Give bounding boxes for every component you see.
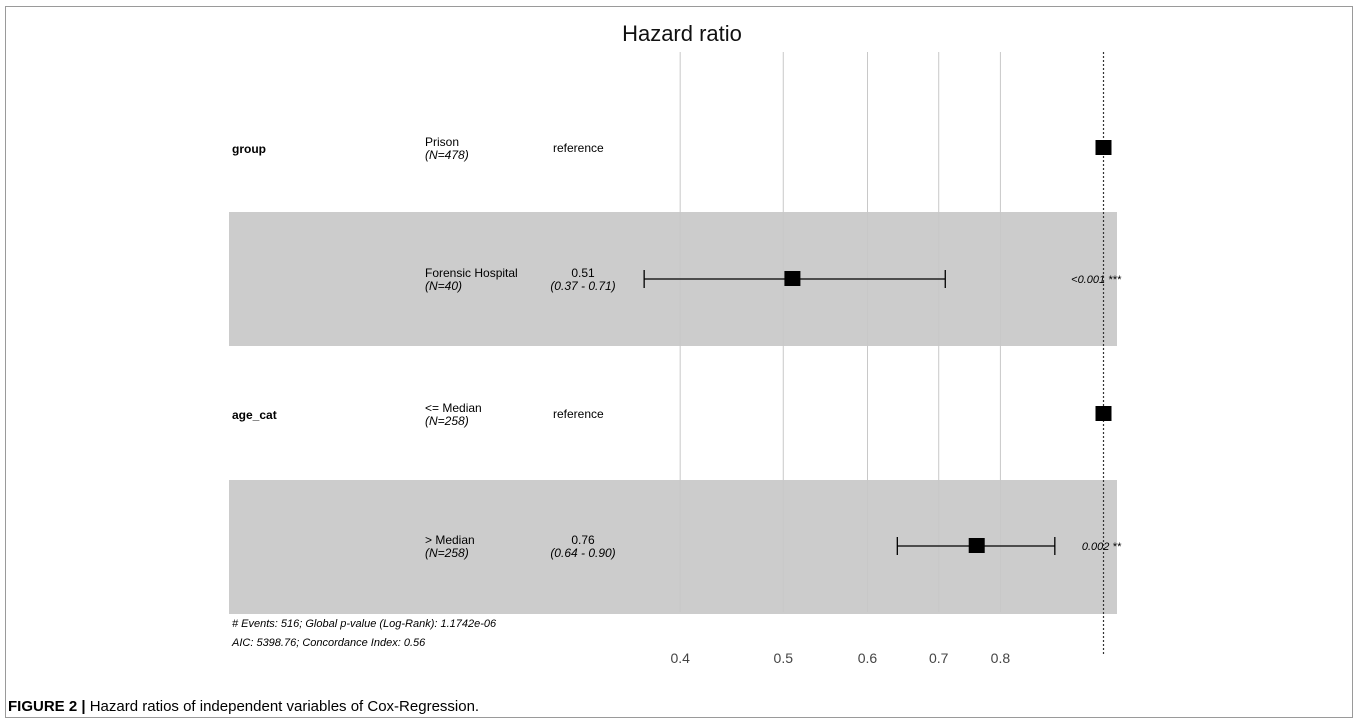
hr-marker xyxy=(1095,406,1112,421)
hr-marker xyxy=(1095,140,1112,155)
variable-label: age_cat xyxy=(232,408,277,422)
footnote: # Events: 516; Global p-value (Log-Rank)… xyxy=(232,618,497,630)
figure-frame: 0.4 0.5 0.6 0.7 0.8 Hazard ratio group Prison (N… xyxy=(5,6,1353,718)
n-label: (N=258) xyxy=(425,546,469,560)
figure-caption: FIGURE 2 | Hazard ratios of independent … xyxy=(8,698,479,715)
ci-label: (0.64 - 0.90) xyxy=(550,546,615,560)
n-label: (N=258) xyxy=(425,414,469,428)
estimate-label: reference xyxy=(553,407,604,421)
caption-text: Hazard ratios of independent variables o… xyxy=(85,698,480,715)
x-tick-label: 0.4 xyxy=(670,650,690,666)
ci-label: (0.37 - 0.71) xyxy=(550,279,615,293)
p-value-label: 0.002 ** xyxy=(1082,541,1122,553)
n-label: (N=40) xyxy=(425,279,462,293)
x-tick-label: 0.6 xyxy=(858,650,878,666)
level-label: <= Median xyxy=(425,401,482,415)
level-label: Prison xyxy=(425,135,459,149)
variable-label: group xyxy=(232,142,266,156)
x-tick-label: 0.8 xyxy=(991,650,1011,666)
x-tick-label: 0.7 xyxy=(929,650,949,666)
estimate-label: 0.51 xyxy=(571,266,595,280)
hr-marker xyxy=(784,271,801,286)
x-tick-label: 0.5 xyxy=(774,650,794,666)
p-value-label: <0.001 *** xyxy=(1071,274,1122,286)
estimate-label: 0.76 xyxy=(571,533,595,547)
caption-label: FIGURE 2 | xyxy=(8,698,86,715)
level-label: > Median xyxy=(425,533,475,547)
n-label: (N=478) xyxy=(425,148,469,162)
hr-marker xyxy=(968,538,985,553)
chart-title: Hazard ratio xyxy=(622,21,742,46)
level-label: Forensic Hospital xyxy=(425,266,518,280)
footnote: AIC: 5398.76; Concordance Index: 0.56 xyxy=(231,637,426,649)
estimate-label: reference xyxy=(553,141,604,155)
